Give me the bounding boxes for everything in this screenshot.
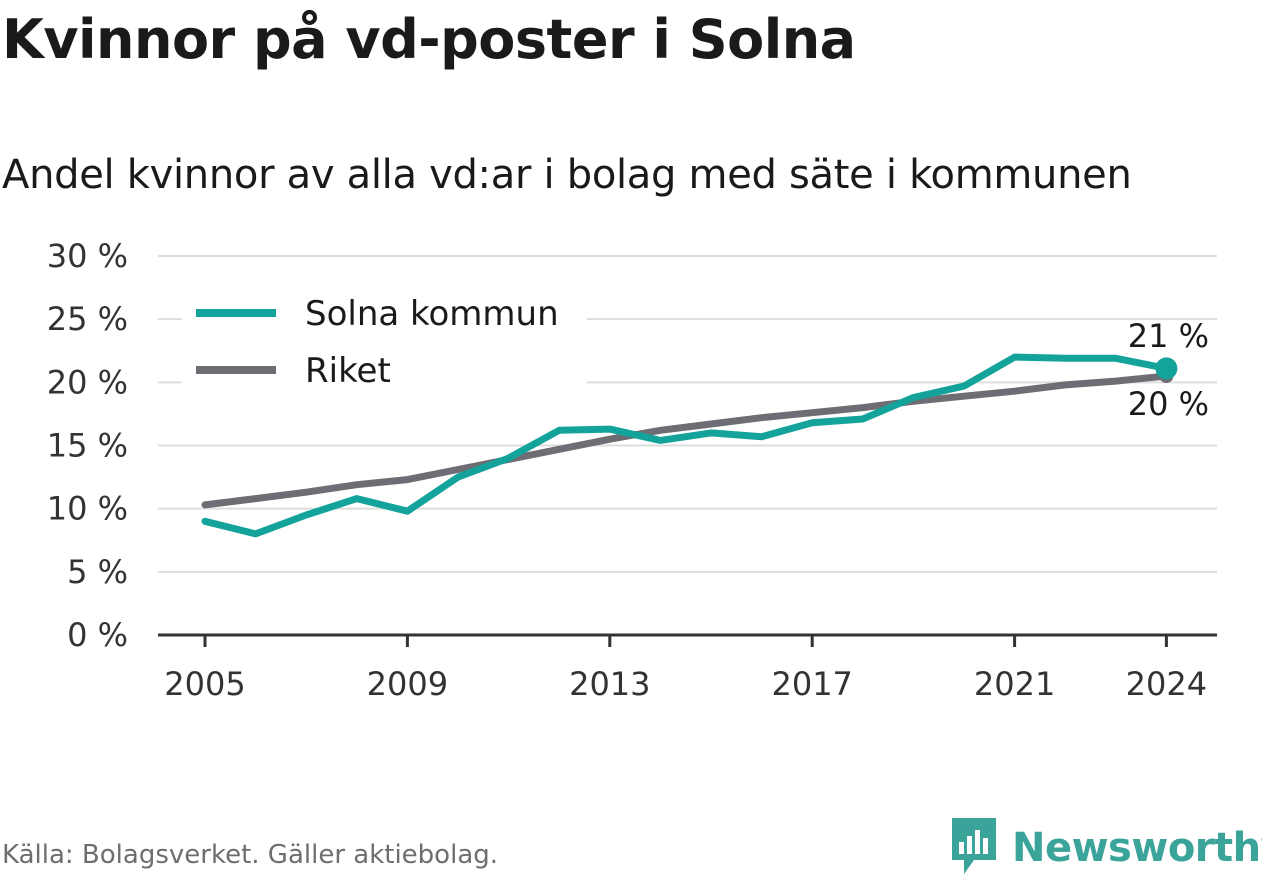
legend: Solna kommun Riket: [182, 288, 587, 396]
brand-name: Newsworthy: [1012, 825, 1262, 871]
newsworthy-logo: Newsworthy: [950, 816, 1262, 881]
legend-label-solna: Solna kommun: [305, 294, 559, 334]
chart-title: Kvinnor på vd-poster i Solna: [2, 8, 856, 71]
x-tick-label: 2024: [1126, 665, 1207, 703]
solna-end-marker: [1155, 357, 1178, 380]
chart-subtitle: Andel kvinnor av alla vd:ar i bolag med …: [2, 152, 1132, 198]
solna-end-label: 21 %: [1128, 317, 1209, 355]
legend-label-riket: Riket: [305, 351, 391, 391]
y-tick-label: 15 %: [47, 427, 128, 465]
series-lines: [201, 353, 1178, 538]
y-tick-label: 5 %: [67, 553, 128, 591]
end-labels: 21 % 20 %: [1128, 317, 1209, 423]
y-tick-label: 0 %: [67, 616, 128, 654]
y-tick-label: 10 %: [47, 490, 128, 528]
x-tick-label: 2017: [771, 665, 852, 703]
y-axis-ticks: 0 % 5 % 10 % 15 % 20 % 25 % 30 %: [47, 237, 128, 654]
y-tick-label: 30 %: [47, 237, 128, 275]
series-line-solna: [201, 353, 1170, 538]
source-note: Källa: Bolagsverket. Gäller aktiebolag.: [2, 840, 499, 870]
y-tick-label: 25 %: [47, 300, 128, 338]
x-tick-label: 2005: [164, 665, 245, 703]
riket-end-label: 20 %: [1128, 385, 1209, 423]
x-tick-label: 2013: [569, 665, 650, 703]
bar-chart-icon: [950, 816, 998, 881]
y-tick-label: 20 %: [47, 363, 128, 401]
legend-background: [182, 288, 587, 396]
x-axis: 2005 2009 2013 2017 2021 2024: [158, 633, 1217, 703]
x-tick-label: 2009: [367, 665, 448, 703]
x-tick-label: 2021: [974, 665, 1055, 703]
series-line-riket: [201, 372, 1170, 509]
